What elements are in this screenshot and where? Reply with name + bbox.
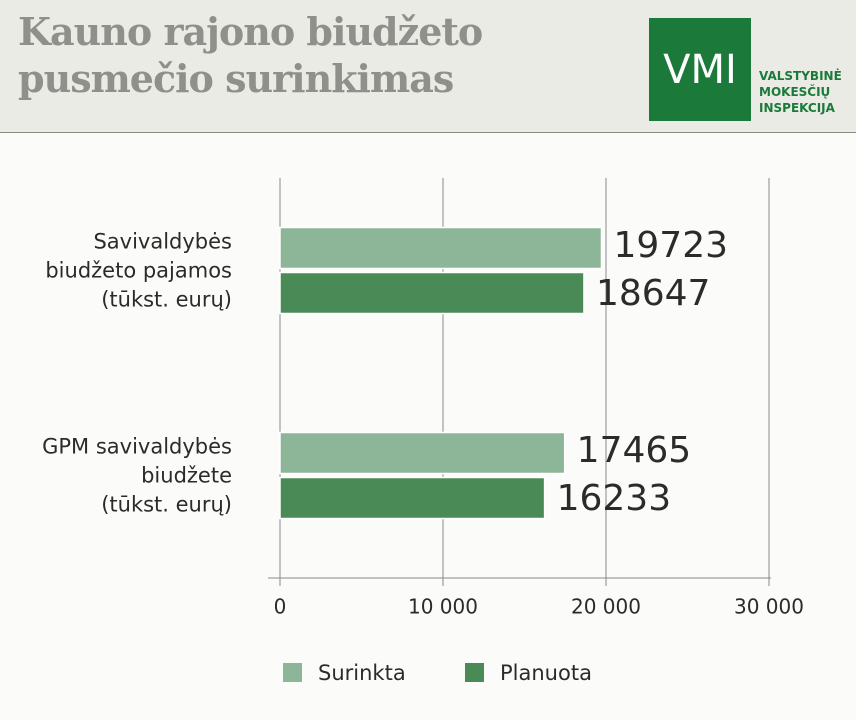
logo-line: INSPEKCIJA (759, 101, 835, 115)
value-label: 19723 (613, 225, 728, 266)
logo-line: MOKESČIŲ (759, 85, 831, 99)
legend-label: Planuota (500, 661, 592, 685)
value-label: 18647 (596, 273, 711, 314)
logo-line: VALSTYBINĖ (759, 69, 842, 83)
legend-swatch (283, 663, 302, 682)
bar (279, 431, 566, 475)
title: Kauno rajono biudžeto pusmečio surinkima… (18, 9, 483, 101)
header: Kauno rajono biudžeto pusmečio surinkima… (0, 0, 856, 133)
logo: VMI (649, 18, 751, 121)
bar (279, 476, 546, 520)
legend-swatch (465, 663, 484, 682)
category-label: GPM savivaldybės biudžete (tūkst. eurų) (42, 434, 232, 516)
x-tick-label: 0 (274, 595, 287, 619)
legend-label: Surinkta (318, 661, 406, 685)
x-tick-label: 10 000 (408, 595, 478, 619)
x-tick-label: 20 000 (571, 595, 641, 619)
logo-text: VALSTYBINĖ MOKESČIŲ INSPEKCIJA (759, 68, 842, 116)
value-label: 16233 (557, 478, 672, 519)
category-label: Savivaldybės biudžeto pajamos (tūkst. eu… (45, 229, 232, 311)
value-label: 17465 (577, 430, 692, 471)
bar (279, 271, 585, 315)
x-tick-label: 30 000 (734, 595, 804, 619)
bar (279, 226, 603, 270)
